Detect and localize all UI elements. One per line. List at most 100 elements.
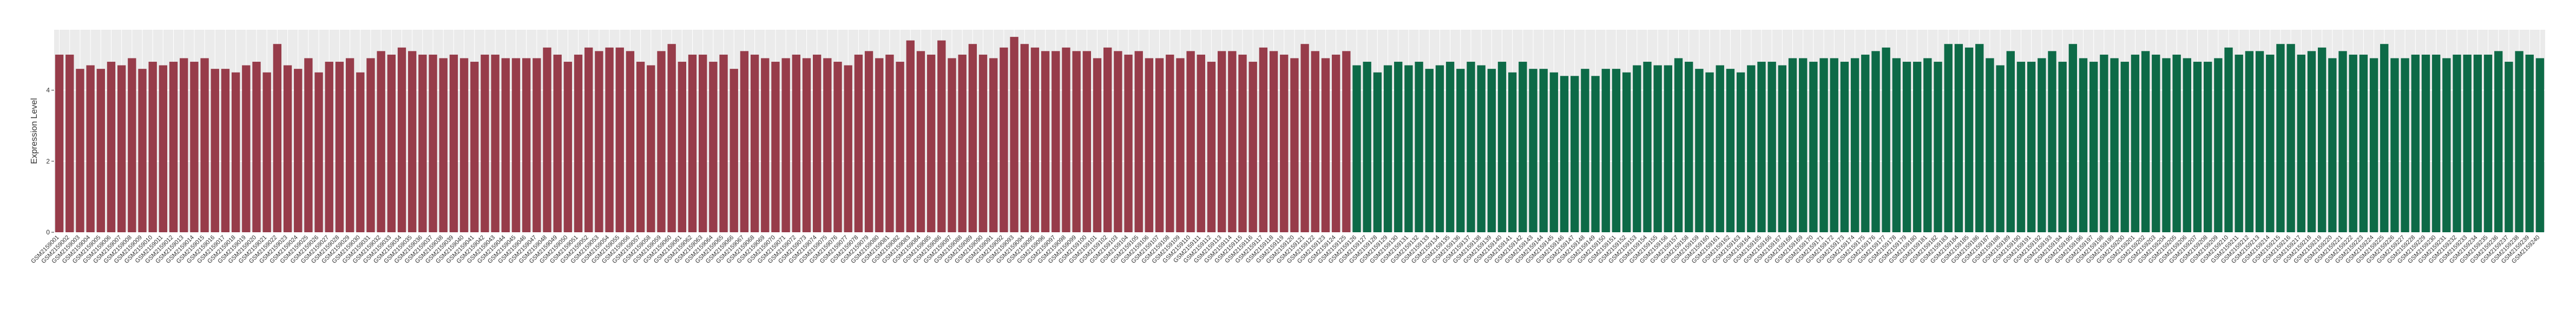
bar [2317, 47, 2327, 233]
bar [1539, 69, 1548, 232]
bar [1290, 58, 1299, 233]
bar [688, 54, 697, 233]
bar [2276, 44, 2285, 233]
bar [1996, 65, 2005, 232]
bar [1300, 44, 1309, 233]
bar [1913, 62, 1922, 232]
bar [2120, 62, 2129, 232]
bar [948, 58, 956, 233]
y-tick-label: 2 [46, 158, 50, 165]
bar [2152, 54, 2160, 233]
bar [1975, 44, 1984, 233]
y-axis-label: Expression Level [30, 98, 39, 164]
bar [2131, 54, 2140, 233]
bar [1467, 62, 1475, 232]
bar [439, 58, 448, 233]
bar [533, 58, 541, 233]
bar [1415, 62, 1423, 232]
bar [1010, 37, 1018, 233]
bar [1477, 65, 1486, 232]
bar [1716, 65, 1724, 232]
bar [1747, 65, 1756, 232]
bar [459, 58, 469, 233]
bar [1425, 69, 1434, 232]
bar [2027, 62, 2036, 232]
bar [1020, 44, 1029, 233]
bar [1778, 65, 1787, 232]
bar [2525, 54, 2534, 233]
bar [356, 72, 365, 232]
bar [1819, 58, 1828, 233]
bar [2463, 54, 2472, 233]
bar [262, 72, 271, 232]
bar [553, 54, 562, 233]
bar [1809, 62, 1818, 232]
bar [1124, 54, 1133, 233]
bar [647, 65, 655, 232]
bar [1331, 54, 1340, 233]
bar [2266, 54, 2275, 233]
bar [2421, 54, 2430, 233]
bar [1321, 58, 1330, 233]
bar [211, 69, 219, 232]
bar [1954, 44, 1963, 233]
bar [1207, 62, 1216, 232]
bar [937, 40, 946, 233]
bar [709, 62, 718, 232]
bar [449, 54, 458, 233]
bar [2535, 58, 2545, 233]
bar [501, 58, 510, 233]
bar [1705, 72, 1714, 232]
bar [2048, 51, 2056, 233]
bar [1581, 69, 1589, 232]
bar [543, 47, 551, 233]
bar [1529, 69, 1537, 232]
bar [2110, 58, 2119, 233]
bar [304, 58, 313, 233]
bar [2245, 51, 2254, 233]
bar [844, 65, 852, 232]
bar [750, 54, 759, 233]
bar [2349, 54, 2357, 233]
bar [1041, 51, 1050, 233]
bar [563, 62, 573, 232]
bar [2515, 51, 2524, 233]
bar [96, 69, 105, 232]
bar [802, 58, 811, 233]
bar [1259, 47, 1268, 233]
bar [86, 65, 95, 232]
bar [584, 47, 593, 233]
bar [2297, 54, 2305, 233]
bar [615, 47, 624, 233]
bar [761, 58, 770, 233]
bar [273, 44, 282, 233]
bar [1186, 51, 1195, 233]
bar [2338, 51, 2347, 233]
bar [2204, 62, 2212, 232]
bar [335, 62, 344, 232]
bar [885, 54, 894, 233]
bar [1757, 62, 1766, 232]
bar [2235, 54, 2243, 233]
bar [1383, 65, 1392, 232]
bar [1923, 58, 1932, 233]
bar [1269, 51, 1278, 233]
bar [2089, 62, 2098, 232]
bar [1643, 62, 1652, 232]
bar [2401, 58, 2409, 233]
bar [667, 44, 676, 233]
bar [1197, 54, 1205, 233]
bar [771, 62, 780, 232]
bar [1082, 51, 1091, 233]
bar [1736, 72, 1745, 232]
bar [1570, 76, 1579, 232]
bar [740, 51, 749, 233]
bar [2494, 51, 2503, 233]
bar [1902, 62, 1911, 232]
bar [989, 58, 998, 233]
bar [833, 62, 842, 232]
bar [2442, 58, 2451, 233]
bar [1664, 65, 1673, 232]
bar [2483, 54, 2493, 233]
bar [1363, 62, 1371, 232]
